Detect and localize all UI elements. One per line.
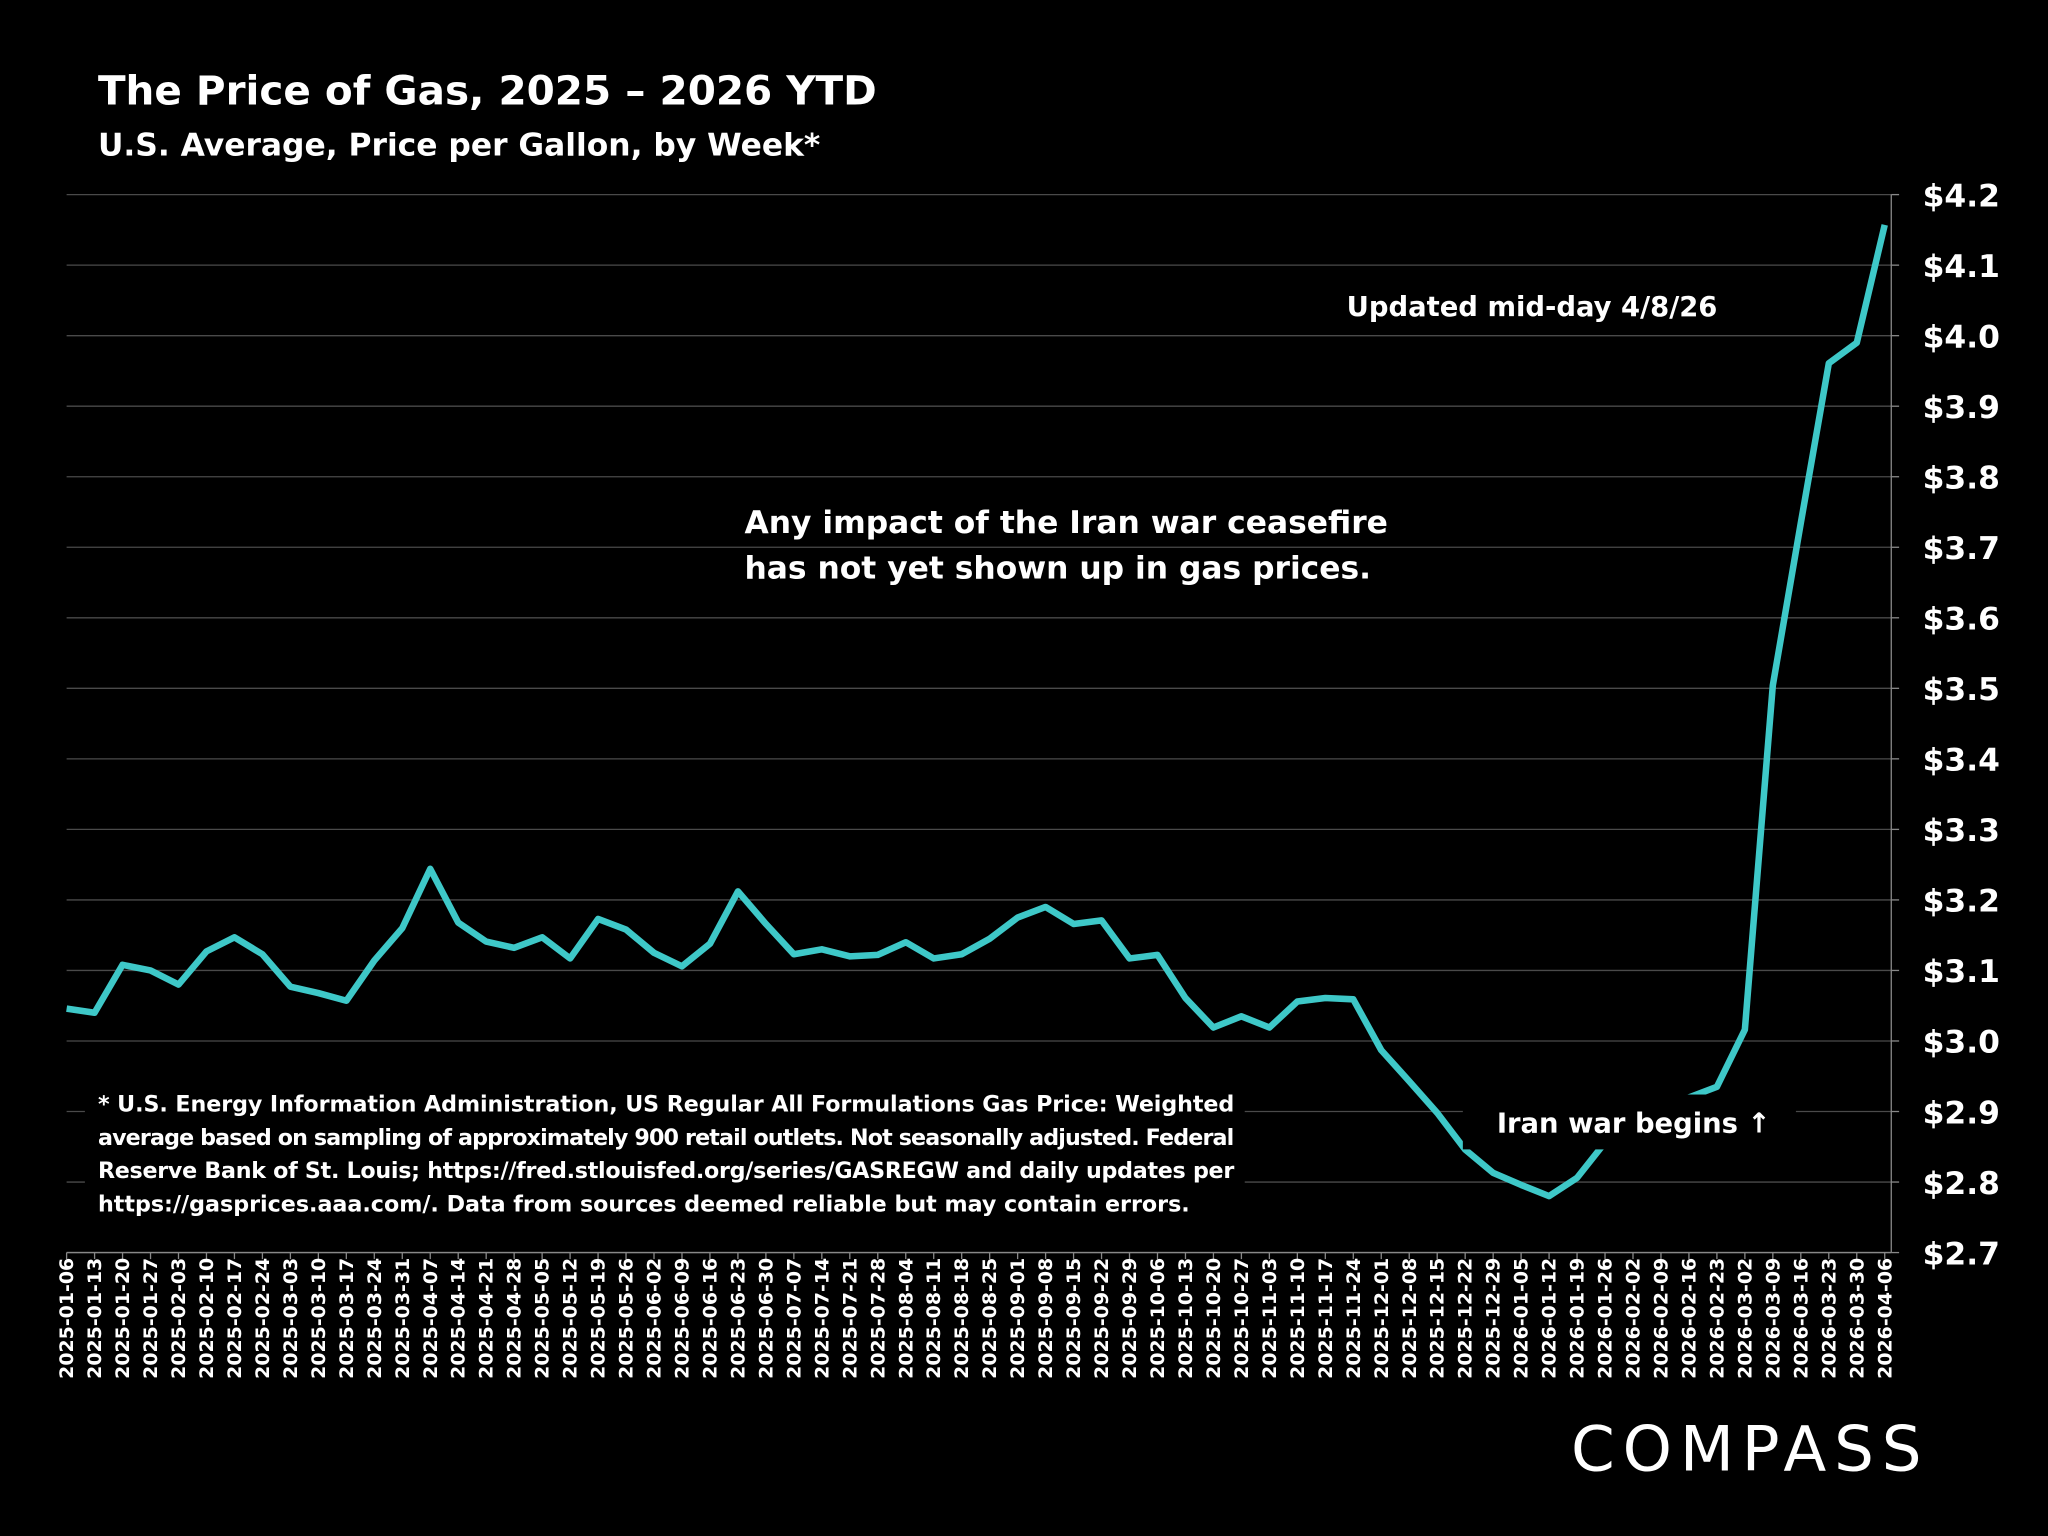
y-tick-label: $3.5 (1923, 672, 2000, 708)
x-tick-label: 2025-12-15 (1427, 1258, 1449, 1379)
y-tick-label: $4.1 (1923, 249, 2000, 285)
x-tick-label: 2026-01-12 (1539, 1258, 1561, 1379)
footnote-box (84, 1081, 1245, 1226)
x-tick-label: 2025-06-23 (727, 1258, 749, 1379)
annotation: Any impact of the Iran war ceasefire (744, 505, 1387, 541)
x-tick-label: 2026-02-16 (1678, 1258, 1700, 1379)
x-tick-label: 2025-10-27 (1231, 1258, 1253, 1379)
x-tick-label: 2025-05-05 (532, 1258, 554, 1379)
x-tick-label: 2025-02-24 (252, 1258, 274, 1379)
x-tick-label: 2026-04-06 (1874, 1258, 1896, 1379)
x-tick-label: 2025-08-18 (951, 1258, 973, 1379)
x-tick-label: 2025-06-30 (755, 1258, 777, 1379)
x-tick-label: 2025-09-08 (1035, 1258, 1057, 1379)
x-tick-label: 2025-11-03 (1259, 1258, 1281, 1379)
footnote-line: * U.S. Energy Information Administration… (98, 1092, 1234, 1118)
footnote-line: Reserve Bank of St. Louis; https://fred.… (98, 1158, 1234, 1184)
x-tick-label: 2025-03-03 (280, 1258, 302, 1379)
y-tick-label: $3.8 (1923, 460, 2000, 496)
x-tick-label: 2025-03-31 (392, 1258, 414, 1379)
x-tick-label: 2025-03-10 (308, 1258, 330, 1379)
x-tick-label: 2025-04-21 (476, 1258, 498, 1379)
x-tick-label: 2025-07-28 (867, 1258, 889, 1379)
y-tick-label: $3.0 (1923, 1025, 2000, 1061)
y-tick-label: $2.8 (1923, 1166, 2000, 1202)
x-tick-label: 2025-12-22 (1455, 1258, 1477, 1379)
logo: COMPASS (1571, 1413, 1929, 1486)
y-tick-label: $3.9 (1923, 390, 2000, 426)
y-tick-label: $3.3 (1923, 813, 2000, 849)
x-tick-label: 2026-02-02 (1623, 1258, 1645, 1379)
x-tick-label: 2026-02-23 (1706, 1258, 1728, 1379)
x-tick-label: 2025-01-27 (140, 1258, 162, 1379)
annotation: Iran war begins ↑ (1497, 1108, 1771, 1139)
x-tick-label: 2026-03-09 (1762, 1258, 1784, 1379)
x-tick-label: 2025-05-26 (616, 1258, 638, 1379)
x-tick-label: 2025-08-25 (979, 1258, 1001, 1379)
x-tick-label: 2025-02-03 (168, 1258, 190, 1379)
x-tick-label: 2026-03-16 (1790, 1258, 1812, 1379)
x-tick-label: 2025-10-20 (1203, 1258, 1225, 1379)
x-tick-label: 2025-04-14 (448, 1258, 470, 1379)
x-tick-label: 2025-07-21 (839, 1258, 861, 1379)
annotation: Updated mid-day 4/8/26 (1347, 292, 1718, 323)
x-tick-label: 2025-10-13 (1175, 1258, 1197, 1379)
y-tick-label: $3.6 (1923, 602, 2000, 638)
y-tick-label: $2.7 (1923, 1236, 2000, 1272)
x-tick-label: 2026-03-30 (1846, 1258, 1868, 1379)
x-tick-label: 2025-06-02 (644, 1258, 666, 1379)
y-tick-label: $3.2 (1923, 884, 2000, 920)
x-tick-label: 2025-04-07 (420, 1258, 442, 1379)
footnote-line: https://gasprices.aaa.com/. Data from so… (98, 1191, 1190, 1217)
annotation: has not yet shown up in gas prices. (744, 551, 1371, 587)
y-tick-label: $3.7 (1923, 531, 2000, 567)
x-tick-label: 2026-03-02 (1734, 1258, 1756, 1379)
chart-title: The Price of Gas, 2025 – 2026 YTD (98, 66, 877, 114)
x-tick-label: 2025-07-14 (811, 1258, 833, 1379)
x-tick-label: 2025-01-06 (56, 1258, 78, 1379)
x-tick-label: 2025-02-17 (224, 1258, 246, 1379)
x-tick-label: 2025-09-22 (1091, 1258, 1113, 1379)
x-tick-label: 2025-12-29 (1483, 1258, 1505, 1379)
x-tick-label: 2025-08-11 (923, 1258, 945, 1379)
x-tick-label: 2025-11-10 (1287, 1258, 1309, 1379)
x-tick-label: 2026-02-09 (1650, 1258, 1672, 1379)
y-tick-label: $4.0 (1923, 319, 2000, 355)
x-tick-label: 2025-09-01 (1007, 1258, 1029, 1379)
x-tick-label: 2025-08-04 (895, 1258, 917, 1379)
y-tick-label: $2.9 (1923, 1095, 2000, 1131)
x-tick-label: 2025-09-29 (1119, 1258, 1141, 1379)
x-tick-label: 2025-12-01 (1371, 1258, 1393, 1379)
y-tick-label: $3.4 (1923, 743, 2000, 779)
footnote-line: average based on sampling of approximate… (98, 1125, 1234, 1151)
annotation-box (1462, 1094, 1796, 1150)
x-tick-label: 2025-01-20 (112, 1258, 134, 1379)
chart-subtitle: U.S. Average, Price per Gallon, by Week* (98, 127, 820, 163)
x-tick-label: 2025-01-13 (84, 1258, 106, 1379)
x-tick-label: 2025-09-15 (1063, 1258, 1085, 1379)
x-tick-label: 2025-06-16 (699, 1258, 721, 1379)
x-tick-label: 2026-01-19 (1567, 1258, 1589, 1379)
price-line (66, 224, 1888, 1200)
x-tick-label: 2025-12-08 (1399, 1258, 1421, 1379)
x-tick-label: 2025-03-24 (364, 1258, 386, 1379)
x-tick-label: 2025-10-06 (1147, 1258, 1169, 1379)
x-tick-label: 2025-05-12 (560, 1258, 582, 1379)
x-tick-label: 2025-03-17 (336, 1258, 358, 1379)
x-tick-label: 2025-11-17 (1315, 1258, 1337, 1379)
x-tick-label: 2025-07-07 (783, 1258, 805, 1379)
x-tick-label: 2026-01-05 (1511, 1258, 1533, 1379)
y-tick-label: $3.1 (1923, 954, 2000, 990)
x-tick-label: 2025-05-19 (588, 1258, 610, 1379)
x-tick-label: 2025-06-09 (672, 1258, 694, 1379)
x-tick-label: 2025-02-10 (196, 1258, 218, 1379)
x-tick-label: 2025-04-28 (504, 1258, 526, 1379)
x-tick-label: 2026-03-23 (1818, 1258, 1840, 1379)
x-tick-label: 2026-01-26 (1595, 1258, 1617, 1379)
x-tick-label: 2025-11-24 (1343, 1258, 1365, 1379)
y-tick-label: $4.2 (1923, 178, 2000, 214)
